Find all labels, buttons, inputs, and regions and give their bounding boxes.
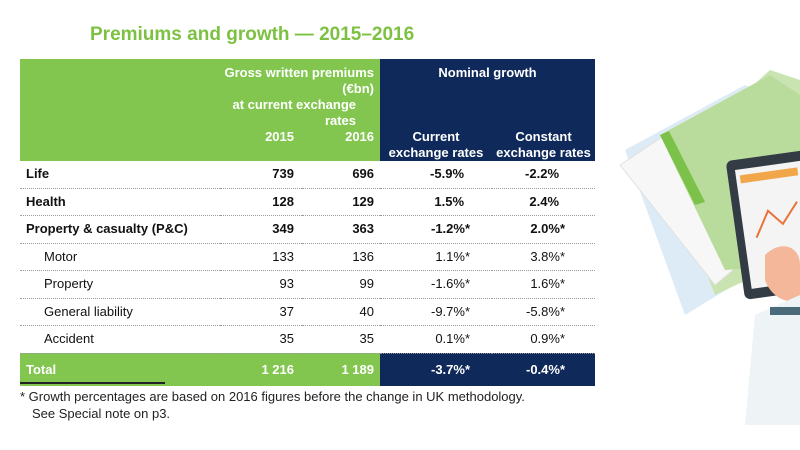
row-label: Health [20, 188, 220, 216]
document-tablet-illustration [619, 70, 800, 425]
table-row: Property & casualty (P&C) 349 363 -1.2%*… [20, 215, 596, 244]
total-label: Total [20, 353, 220, 386]
row-label: Property & casualty (P&C) [20, 215, 220, 244]
header-gwp-line1: Gross written premiums (€bn) [224, 65, 375, 96]
row-label: General liability [20, 298, 220, 326]
green-tab [660, 131, 705, 205]
row-label: Motor [20, 243, 220, 271]
header-nominal-growth: Nominal growth [380, 59, 596, 129]
table-row: Property 93 99 -1.6%* 1.6%* [20, 270, 596, 299]
table-row: Health 128 129 1.5% 2.4% [20, 188, 596, 216]
tablet-header-bar [739, 167, 799, 184]
footnote-line1: * Growth percentages are based on 2016 f… [20, 389, 525, 404]
page-title: Premiums and growth — 2015–2016 [90, 24, 415, 45]
footnote: * Growth percentages are based on 2016 f… [20, 388, 525, 422]
footnote-rule [20, 382, 165, 384]
sleeve [745, 295, 800, 425]
header-2015: 2015 [220, 129, 302, 161]
row-label: Accident [20, 325, 220, 354]
footnote-line2: See Special note on p3. [32, 406, 171, 421]
header-2016: 2016 [302, 129, 381, 161]
hand [765, 246, 800, 302]
table-row: Motor 133 136 1.1%* 3.8%* [20, 243, 596, 271]
tablet-chart-line [755, 201, 798, 239]
total-row: Total 1 216 1 189 -3.7%* -0.4%* [20, 353, 596, 386]
header-constant: Constant exchange rates [492, 129, 596, 161]
header-current: Current exchange rates [380, 129, 493, 161]
header-gwp-line2: at current exchange rates [232, 97, 357, 128]
cuff [770, 307, 800, 315]
row-label: Life [20, 161, 220, 189]
table-row: Life 739 696 -5.9% -2.2% [20, 161, 596, 189]
row-label: Property [20, 270, 220, 299]
header-gwp: Gross written premiums (€bn) at current … [220, 59, 381, 129]
table-row: General liability 37 40 -9.7%* -5.8%* [20, 298, 596, 326]
table-row: Accident 35 35 0.1%* 0.9%* [20, 325, 596, 354]
premiums-table: Gross written premiums (€bn) at current … [20, 59, 596, 386]
header-blank [20, 59, 220, 129]
